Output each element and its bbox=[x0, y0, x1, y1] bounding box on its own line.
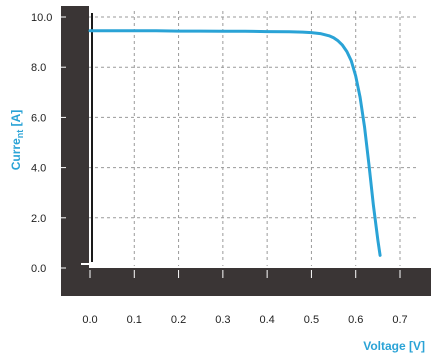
y-axis-label: Current [A] bbox=[9, 110, 25, 171]
y-tick-label: 0.0 bbox=[31, 263, 46, 275]
y-tick-label: 4.0 bbox=[31, 163, 46, 175]
x-tick-label: 0.4 bbox=[259, 314, 274, 326]
x-axis-frame-bar bbox=[61, 268, 431, 296]
y-axis-label-subscript: nt bbox=[15, 130, 25, 139]
y-axis-frame-bar bbox=[61, 6, 89, 289]
x-tick-label: 0.1 bbox=[127, 314, 142, 326]
x-axis-ticks: 0.0 0.1 0.2 0.3 0.4 0.5 0.6 0.7 bbox=[82, 270, 408, 326]
x-tick-label: 0.5 bbox=[304, 314, 319, 326]
y-tick-label: 6.0 bbox=[31, 112, 46, 124]
x-axis-label: Voltage [V] bbox=[363, 339, 425, 353]
plot-frame bbox=[81, 13, 419, 265]
series-group bbox=[88, 29, 382, 257]
grid bbox=[89, 10, 419, 268]
iv-curve-line bbox=[88, 29, 382, 257]
x-tick-label: 0.0 bbox=[82, 314, 97, 326]
x-tick-label: 0.6 bbox=[348, 314, 363, 326]
y-tick-label: 8.0 bbox=[31, 62, 46, 74]
y-axis-label-main: Curre bbox=[9, 138, 23, 170]
plot-area bbox=[89, 10, 419, 268]
x-tick-label: 0.2 bbox=[171, 314, 186, 326]
y-axis-ticks: 0.0 2.0 4.0 6.0 8.0 10.0 bbox=[31, 12, 66, 275]
x-tick-label: 0.7 bbox=[392, 314, 407, 326]
y-tick-label: 2.0 bbox=[31, 213, 46, 225]
x-tick-label: 0.3 bbox=[215, 314, 230, 326]
y-tick-label: 10.0 bbox=[31, 12, 52, 24]
y-axis-label-unit: [A] bbox=[9, 110, 23, 130]
